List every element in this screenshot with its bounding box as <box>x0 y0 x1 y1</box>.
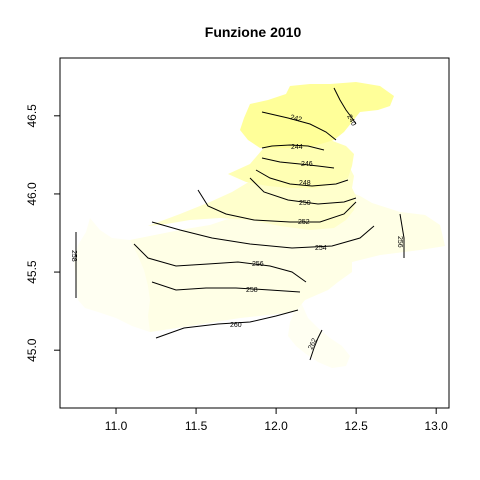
contour-line-252 <box>197 189 357 223</box>
x-tick-label: 11.5 <box>185 419 208 433</box>
contour-label: 244 <box>291 144 303 151</box>
region-fills <box>74 82 445 368</box>
y-tick-label: 46.5 <box>25 104 39 128</box>
band-lower <box>130 190 445 332</box>
contour-line-242 <box>261 111 337 141</box>
contour-line-240 <box>333 87 357 125</box>
chart-title: Funzione 2010 <box>205 24 302 40</box>
contour-label: 242 <box>290 114 303 124</box>
band-southern-tail <box>288 300 350 368</box>
contour-label: 256 <box>252 261 264 268</box>
x-axis: 11.0 11.5 12.0 12.5 13.0 <box>105 407 449 433</box>
contour-label: 258 <box>246 287 258 294</box>
contour-line-250 <box>249 177 357 205</box>
x-tick-label: 12.5 <box>344 419 368 433</box>
contour-label: 258 <box>70 250 77 262</box>
contour-line-256-east <box>399 213 405 258</box>
band-north <box>240 82 394 148</box>
contour-label: 254 <box>315 245 327 252</box>
x-tick-label: 13.0 <box>425 419 449 433</box>
contour-line-262 <box>309 329 323 361</box>
x-tick-label: 12.0 <box>264 419 288 433</box>
y-tick-label: 45.5 <box>25 260 39 284</box>
contour-label: 246 <box>301 161 313 168</box>
contour-line-256 <box>133 243 307 283</box>
contour-label: 252 <box>298 219 310 226</box>
contour-line-248 <box>255 169 349 187</box>
y-axis: 45.0 45.5 46.0 46.5 <box>25 104 61 362</box>
contour-label: 262 <box>307 337 318 351</box>
x-tick-label: 11.0 <box>105 419 128 433</box>
contour-label: 240 <box>345 114 357 128</box>
contour-lines <box>75 87 405 361</box>
y-tick-label: 46.0 <box>25 182 39 206</box>
contour-label: 256 <box>396 236 403 248</box>
contour-line-244 <box>261 144 325 151</box>
contour-labels: 242 240 244 246 248 250 252 254 256 258 … <box>70 114 403 351</box>
contour-line-246 <box>261 157 335 169</box>
y-tick-label: 45.0 <box>25 338 39 362</box>
contour-line-254 <box>151 221 375 249</box>
contour-label: 248 <box>299 180 311 187</box>
contour-label: 260 <box>230 322 242 329</box>
contour-line-258 <box>151 281 301 293</box>
contour-line-260 <box>155 309 299 339</box>
contour-label: 250 <box>299 200 311 207</box>
